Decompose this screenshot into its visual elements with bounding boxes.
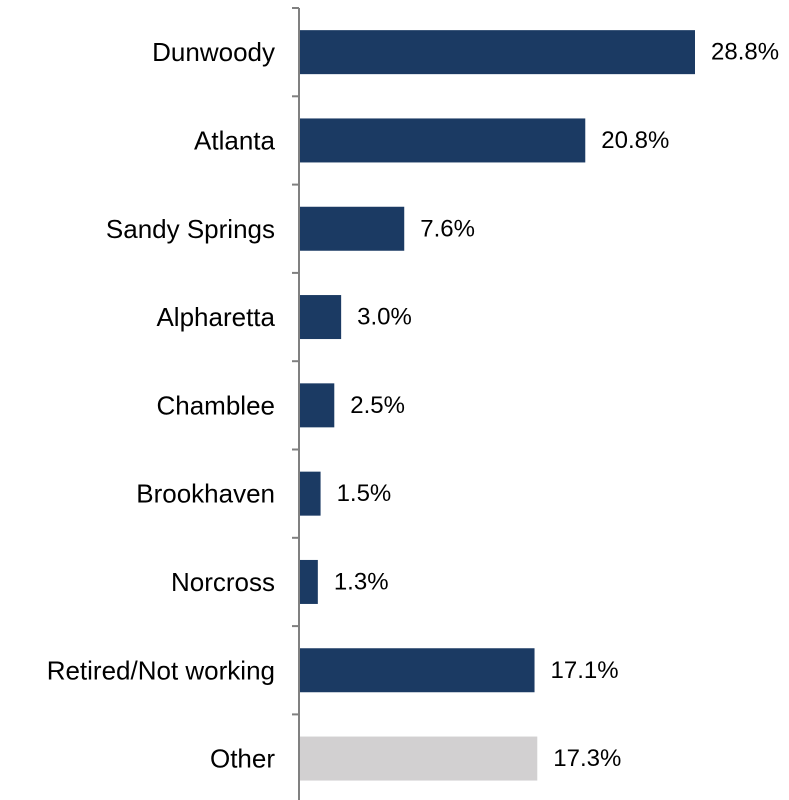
value-label: 17.1% bbox=[551, 657, 619, 684]
value-label: 20.8% bbox=[601, 127, 669, 154]
value-label: 28.8% bbox=[711, 39, 779, 66]
value-label: 3.0% bbox=[357, 304, 412, 331]
value-label: 1.5% bbox=[337, 480, 392, 507]
labels-group: Dunwoody 28.8% Atlanta 20.8% Sandy Springs 7.… bbox=[47, 37, 779, 773]
value-label: 1.3% bbox=[334, 568, 389, 595]
bar-atlanta bbox=[300, 118, 586, 163]
bar-other bbox=[300, 736, 538, 781]
value-label: 7.6% bbox=[420, 215, 475, 242]
category-label: Norcross bbox=[171, 567, 275, 597]
bar-chamblee bbox=[300, 383, 335, 428]
category-label: Alpharetta bbox=[156, 302, 275, 332]
bar-norcross bbox=[300, 559, 318, 604]
category-label: Atlanta bbox=[194, 125, 275, 155]
value-label: 2.5% bbox=[350, 392, 405, 419]
category-label: Sandy Springs bbox=[106, 214, 275, 244]
category-label: Other bbox=[210, 744, 275, 774]
bar-retired-not-working bbox=[300, 648, 535, 693]
bar-brookhaven bbox=[300, 471, 321, 516]
category-label: Retired/Not working bbox=[47, 655, 275, 685]
bar-sandy-springs bbox=[300, 206, 405, 251]
axis-group bbox=[292, 7, 300, 800]
category-label: Dunwoody bbox=[152, 37, 275, 67]
bar-dunwoody bbox=[300, 30, 695, 75]
category-label: Brookhaven bbox=[136, 479, 275, 509]
category-label: Chamblee bbox=[156, 390, 275, 420]
bars-group bbox=[300, 30, 695, 781]
bar-alpharetta bbox=[300, 295, 342, 340]
value-label: 17.3% bbox=[553, 745, 621, 772]
